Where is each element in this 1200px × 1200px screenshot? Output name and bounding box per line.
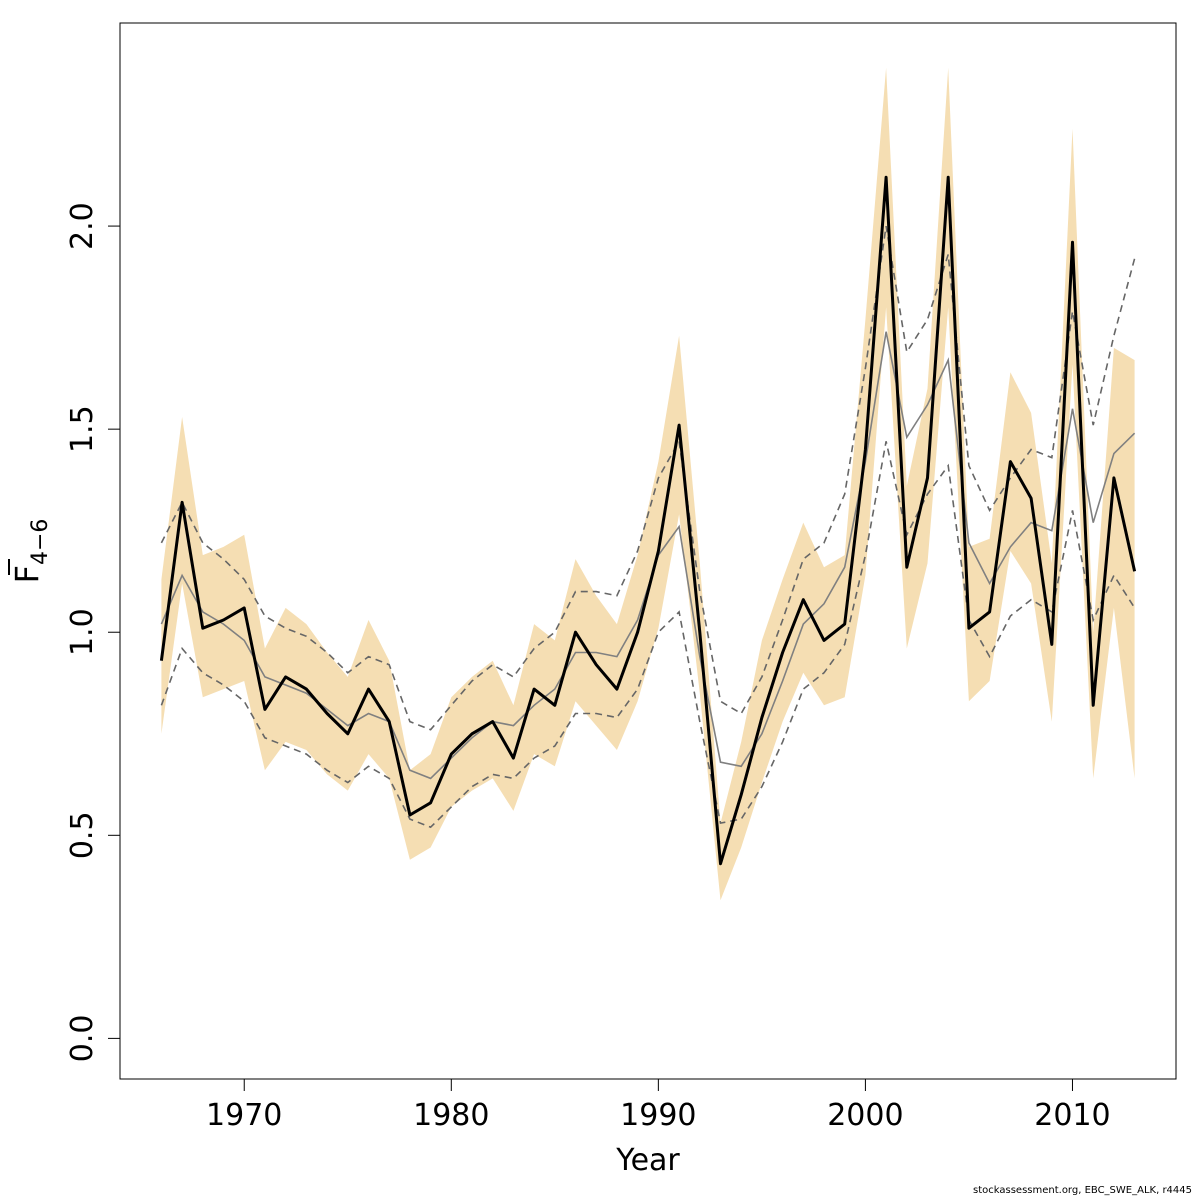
series-layer: [159, 175, 1137, 866]
y-tick-label: 1.0: [65, 608, 100, 656]
y-axis-title-subscript: 4−6: [28, 519, 53, 565]
y-axis-title-main: F: [8, 565, 46, 583]
y-axis-title: F4−6: [8, 519, 53, 584]
x-axis-title: Year: [615, 1143, 680, 1178]
x-tick-label: 2010: [1034, 1098, 1110, 1133]
alternative-upper-line: [160, 225, 1136, 731]
x-tick-label: 1970: [206, 1098, 282, 1133]
y-tick-label: 1.5: [65, 405, 100, 453]
alternative-lower-line: [160, 441, 1136, 829]
svg-text:F4−6: F4−6: [8, 519, 53, 584]
x-axis: 1970 1980 1990 2000 2010: [206, 1078, 1111, 1133]
x-tick-label: 1980: [413, 1098, 489, 1133]
y-tick-label: 0.5: [65, 811, 100, 859]
y-tick-label: 0.0: [65, 1015, 100, 1063]
x-tick-label: 1990: [620, 1098, 696, 1133]
y-tick-label: 2.0: [65, 202, 100, 250]
y-axis: 0.0 0.5 1.0 1.5 2.0: [65, 202, 121, 1063]
x-tick-label: 2000: [827, 1098, 903, 1133]
footer-note: stockassessment.org, EBC_SWE_ALK, r4445: [973, 1185, 1192, 1196]
estimate-line: [159, 175, 1137, 866]
